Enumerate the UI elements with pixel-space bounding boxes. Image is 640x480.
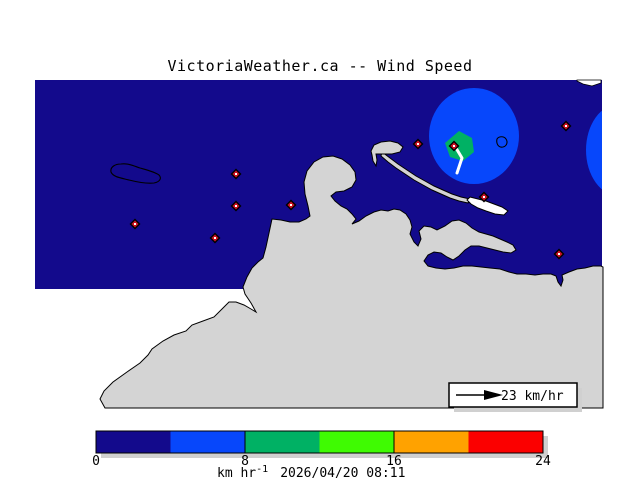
colorbar-units: km hr-1 2026/04/20 08:11 (217, 464, 405, 480)
mainland (99, 155, 604, 409)
station-marker-dot (134, 223, 136, 225)
station-marker-dot (417, 143, 419, 145)
colorbar-border (95, 430, 544, 454)
lagoon-shoal (466, 196, 509, 216)
colorbar-segments (96, 431, 543, 453)
station-marker-dot (235, 205, 237, 207)
reference-arrow-label: 23 km/hr (501, 389, 564, 404)
islet-outline-east (496, 136, 508, 148)
green-wind-cell (445, 131, 474, 161)
station-marker-dot (453, 145, 455, 147)
small-island-north (370, 140, 404, 168)
station-marker-dot (290, 204, 292, 206)
wind-regions (429, 88, 602, 190)
page-title: VictoriaWeather.ca -- Wind Speed (168, 57, 473, 75)
units-base: km hr (217, 466, 256, 480)
timestamp: 2026/04/20 08:11 (280, 466, 405, 480)
station-marker-dot (214, 237, 216, 239)
reference-arrow-head (484, 390, 503, 400)
colorbar: 0 8 16 24 km hr-1 2026/04/20 08:11 (92, 430, 551, 480)
wind-blob-moderate-central (429, 88, 519, 184)
colorbar-label-16: 16 (386, 454, 402, 469)
units-exponent: -1 (256, 464, 268, 475)
colorbar-segment (245, 431, 320, 453)
coastal-spit (380, 151, 471, 204)
colorbar-label-24: 24 (535, 454, 551, 469)
colorbar-segment (96, 431, 171, 453)
station-marker-dot (565, 125, 567, 127)
wind-vector (454, 146, 464, 175)
colorbar-segment (319, 431, 394, 453)
reference-legend: 23 km/hr (448, 382, 582, 412)
stations-layer (129, 120, 572, 260)
island-sliver-top-right (576, 79, 602, 87)
colorbar-label-8: 8 (241, 454, 249, 469)
colorbar-segment (170, 431, 245, 453)
land-layer (99, 79, 604, 409)
colorbar-label-0: 0 (92, 454, 100, 469)
colorbar-segment (468, 431, 543, 453)
colorbar-segment (394, 431, 469, 453)
island-outline-west (110, 163, 161, 184)
station-marker-dot (483, 196, 485, 198)
station-marker-dot (235, 173, 237, 175)
wind-blob-moderate-east-edge (586, 110, 602, 190)
station-marker-dot (558, 253, 560, 255)
